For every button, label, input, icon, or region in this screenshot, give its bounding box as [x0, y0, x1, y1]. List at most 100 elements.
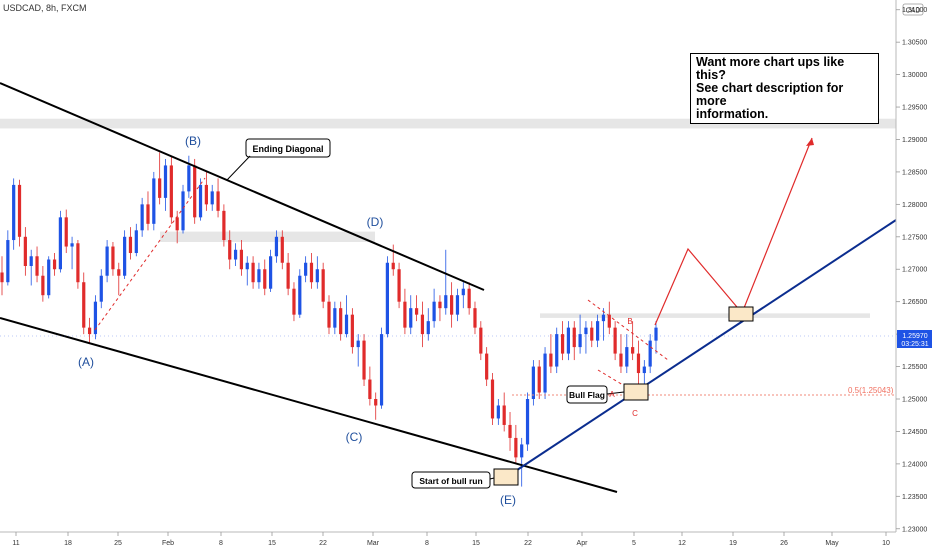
wave-d-label: (D) [367, 215, 384, 229]
bull-flag-callout[interactable] [566, 385, 608, 404]
candle-body [292, 288, 296, 315]
candle-body [216, 191, 220, 211]
candle-body [572, 327, 576, 348]
candle-body [490, 379, 495, 419]
candle-body [87, 327, 92, 335]
bull-run-pointer [489, 477, 495, 480]
x-tick-label: 15 [268, 540, 276, 547]
projection-path [654, 137, 813, 326]
candle-body [385, 262, 389, 335]
candle-body [257, 269, 261, 283]
flag-breakout-box[interactable] [623, 383, 649, 401]
y-tick-label: 1.23500 [902, 494, 927, 501]
note-line-3: information. [696, 107, 769, 121]
y-tick-label: 1.24500 [902, 429, 927, 436]
candle-body [35, 256, 39, 276]
candle-body [105, 246, 109, 276]
candle-body [134, 230, 138, 254]
candle-body [41, 275, 45, 296]
candle-body [566, 327, 571, 354]
candle-body [350, 314, 354, 348]
y-tick-label: 1.28500 [902, 169, 927, 176]
candle-body [187, 165, 191, 192]
bull-flag-label: Bull Flag [569, 390, 605, 400]
candle-body [333, 308, 337, 328]
candle-body [17, 184, 22, 237]
upper-trendline[interactable] [0, 82, 485, 291]
bull-run-callout[interactable] [411, 471, 491, 489]
candle-body [47, 259, 51, 296]
target-box[interactable] [728, 306, 754, 322]
candle-body [12, 184, 16, 241]
bull-run-start-box[interactable] [493, 468, 519, 486]
candle-body [181, 191, 185, 231]
candle-body [455, 295, 460, 315]
candle-body [654, 327, 658, 341]
currency-label: CAD [906, 8, 921, 15]
ending-diagonal-callout[interactable] [245, 138, 331, 158]
candle-body [175, 217, 179, 231]
candle-body [601, 314, 606, 322]
candle-body [327, 301, 331, 328]
candle-body [450, 295, 454, 315]
resistance-zone [540, 313, 870, 318]
candle-body [158, 178, 162, 198]
x-tick-label: May [825, 540, 839, 547]
candle-body [29, 256, 33, 266]
price-axis-panel[interactable] [896, 0, 932, 550]
candle-body [93, 301, 98, 335]
candle-body [239, 249, 244, 270]
candle-body [467, 288, 471, 309]
x-tick-label: 25 [114, 540, 122, 547]
x-tick-label: 18 [64, 540, 72, 547]
candle-body [204, 184, 208, 205]
lower-trendline[interactable] [0, 317, 618, 493]
candle-body [420, 314, 425, 335]
candle-body [508, 424, 512, 438]
y-tick-label: 1.27500 [902, 234, 927, 241]
candle-body [298, 275, 302, 315]
candle-body [356, 340, 360, 348]
candle-body [222, 210, 226, 241]
wave-e-label: (E) [500, 493, 516, 507]
ending-diagonal-pointer [226, 155, 251, 181]
candle-body [251, 262, 255, 283]
candle-body [584, 327, 588, 335]
bull-support-line[interactable] [507, 219, 897, 477]
y-tick-label: 1.26500 [902, 299, 927, 306]
candle-body [409, 308, 413, 328]
bull-run-label: Start of bull run [419, 476, 482, 486]
ending-diagonal-label: Ending Diagonal [253, 144, 324, 154]
candle-body [479, 327, 483, 354]
y-tick-label: 1.31000 [902, 7, 927, 14]
y-tick-label: 1.30500 [902, 40, 927, 47]
candle-body [555, 334, 559, 367]
candle-body [280, 236, 284, 263]
note-line-1: Want more chart ups like this? [696, 55, 845, 82]
x-tick-label: 5 [632, 540, 636, 547]
candle-body [263, 269, 267, 289]
candle-body [269, 256, 273, 289]
currency-badge[interactable] [902, 3, 924, 16]
candle-body [379, 334, 384, 406]
candle-body [514, 437, 518, 458]
x-tick-label: 8 [425, 540, 429, 547]
x-tick-label: 26 [780, 540, 788, 547]
x-tick-label: 22 [524, 540, 532, 547]
candle-body [140, 204, 144, 231]
y-tick-label: 1.30000 [902, 72, 927, 79]
x-tick-label: 15 [472, 540, 480, 547]
candle-body [6, 240, 10, 283]
candle-body [578, 334, 582, 348]
wave-a-label: (A) [78, 355, 94, 369]
candle-body [163, 165, 168, 198]
candle-body [590, 327, 594, 341]
candle-body [111, 246, 115, 270]
y-tick-label: 1.25000 [902, 397, 927, 404]
candle-body [549, 353, 553, 367]
candle-body [537, 366, 541, 393]
y-tick-label: 1.29000 [902, 137, 927, 144]
candle-body [485, 353, 489, 380]
candle-body [128, 236, 133, 254]
